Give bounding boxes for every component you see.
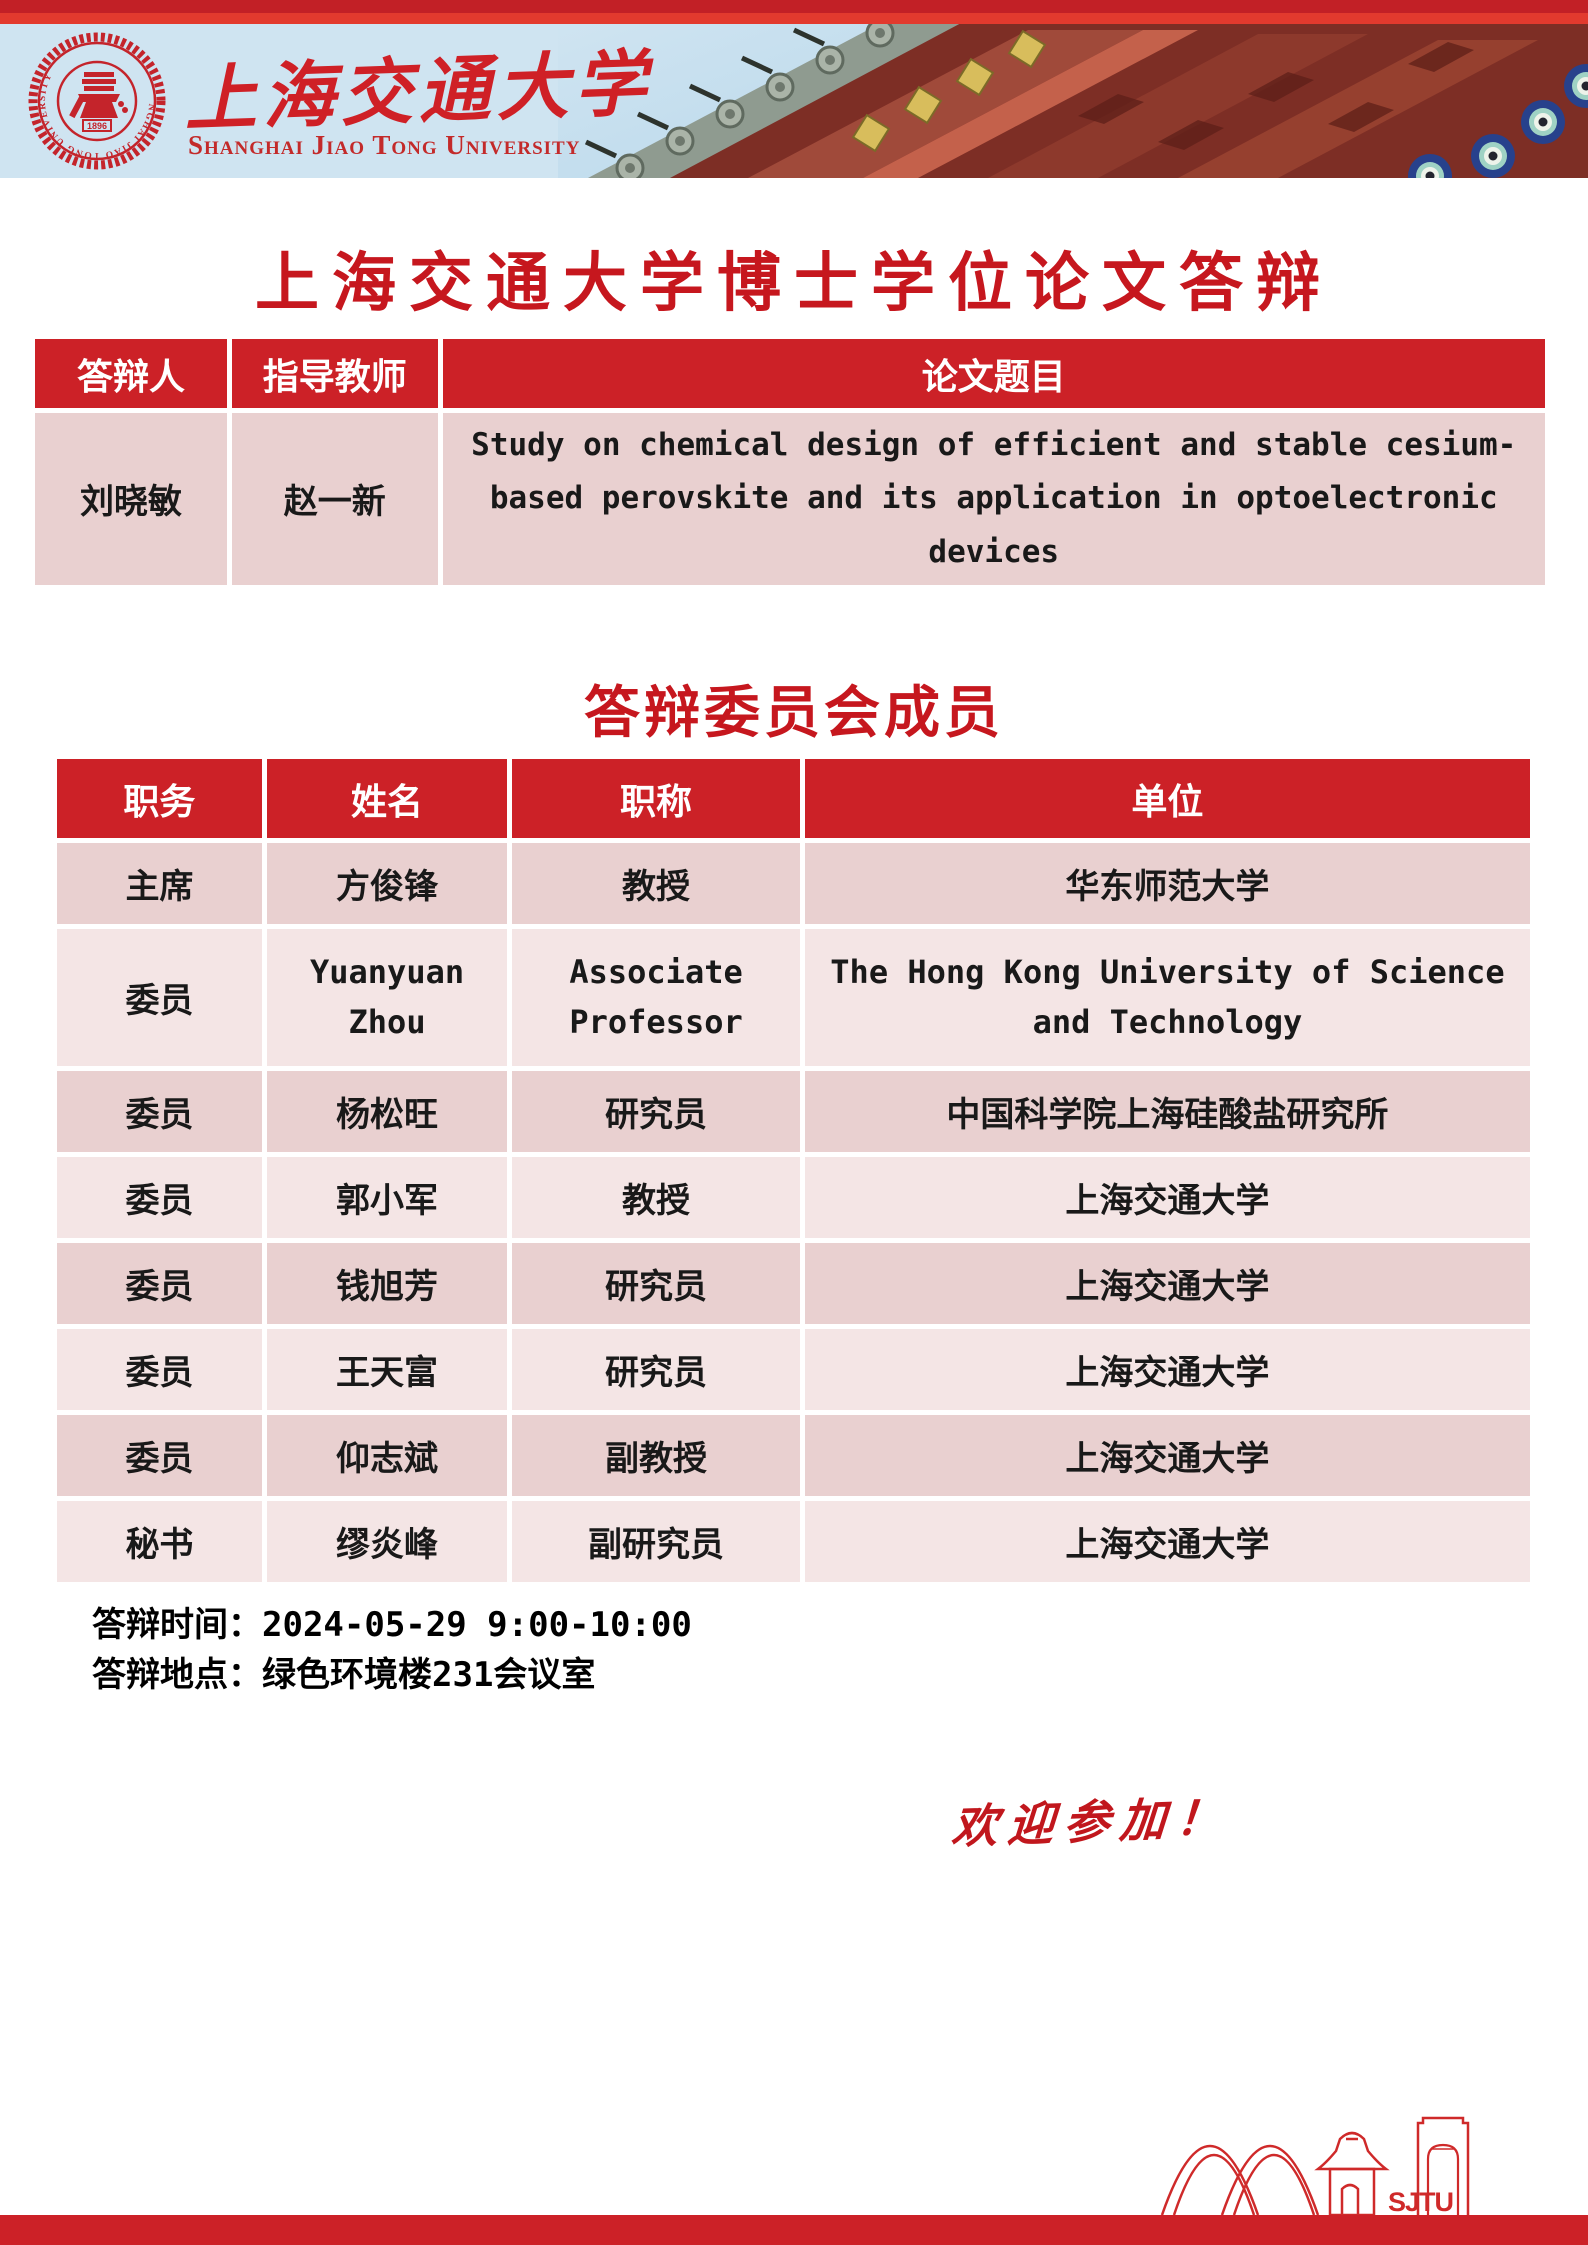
defense-info-block: 答辩时间：2024-05-29 9:00-10:00 答辩地点：绿色环境楼231…: [92, 1600, 692, 1700]
committee-row: 委员 杨松旺 研究员 中国科学院上海硅酸盐研究所: [52, 1066, 1536, 1157]
defense-info-table: 答辩人 指导教师 论文题目 刘晓敏 赵一新 Study on chemical …: [30, 334, 1551, 590]
member-role: 委员: [52, 1324, 267, 1415]
member-title: 教授: [507, 1152, 805, 1243]
member-affiliation: 华东师范大学: [799, 838, 1536, 929]
member-name: 缪炎峰: [261, 1496, 513, 1587]
committee-header-row: 职务 姓名 职称 单位: [52, 754, 1536, 843]
member-title: Associate Professor: [507, 924, 805, 1071]
university-name-zh: 上海交通大学: [182, 40, 654, 142]
advisor-name: 赵一新: [226, 408, 443, 590]
header-title: 职称: [507, 754, 805, 843]
member-affiliation: 上海交通大学: [799, 1496, 1536, 1587]
header-advisor: 指导教师: [226, 334, 443, 413]
member-affiliation: 上海交通大学: [799, 1238, 1536, 1329]
member-affiliation: 上海交通大学: [799, 1152, 1536, 1243]
member-name: 方俊锋: [261, 838, 513, 929]
committee-row: 委员 王天富 研究员 上海交通大学: [52, 1324, 1536, 1415]
member-title: 研究员: [507, 1324, 805, 1415]
defense-location-label: 答辩地点：: [92, 1656, 262, 1694]
university-name-en: Shanghai Jiao Tong University: [188, 130, 581, 160]
header-affiliation: 单位: [799, 754, 1536, 843]
member-role: 委员: [52, 924, 267, 1071]
sjtu-logo-seal: 1896 SHANGHAI JIAO TONG UNIVERSITY: [22, 24, 168, 172]
member-title: 副研究员: [507, 1496, 805, 1587]
member-affiliation: The Hong Kong University of Science and …: [799, 924, 1536, 1071]
seal-year: 1896: [87, 121, 107, 131]
committee-row: 委员 钱旭芳 研究员 上海交通大学: [52, 1238, 1536, 1329]
member-name: 钱旭芳: [261, 1238, 513, 1329]
member-name: 杨松旺: [261, 1066, 513, 1157]
bottom-accent-bar: [0, 2215, 1588, 2245]
header-thesis-title: 论文题目: [437, 334, 1551, 413]
member-title: 副教授: [507, 1410, 805, 1501]
header-defender: 答辩人: [30, 334, 232, 413]
campus-skyline-art: SJTU: [1160, 2116, 1470, 2217]
member-role: 委员: [52, 1152, 267, 1243]
header-name: 姓名: [261, 754, 513, 843]
committee-row: 秘书 缪炎峰 副研究员 上海交通大学: [52, 1496, 1536, 1587]
member-role: 委员: [52, 1238, 267, 1329]
sjtu-seal-art: 1896 SHANGHAI JIAO TONG UNIVERSITY: [22, 24, 166, 170]
header-banner: 1896 SHANGHAI JIAO TONG UNIVERSITY 上海交通大…: [0, 24, 1588, 178]
member-role: 秘书: [52, 1496, 267, 1587]
temple-roof-photo: [558, 24, 1588, 178]
member-name: 王天富: [261, 1324, 513, 1415]
committee-row: 委员 Yuanyuan Zhou Associate Professor The…: [52, 924, 1536, 1071]
member-affiliation: 上海交通大学: [799, 1324, 1536, 1415]
member-title: 教授: [507, 838, 805, 929]
page-title: 上海交通大学博士学位论文答辩: [255, 247, 1333, 319]
defense-table-header-row: 答辩人 指导教师 论文题目: [30, 334, 1551, 413]
member-name: 仰志斌: [261, 1410, 513, 1501]
thesis-title: Study on chemical design of efficient an…: [437, 408, 1551, 590]
anvil-emblem: [69, 72, 128, 119]
member-role: 委员: [52, 1410, 267, 1501]
member-affiliation: 上海交通大学: [799, 1410, 1536, 1501]
committee-row: 委员 郭小军 教授 上海交通大学: [52, 1152, 1536, 1243]
committee-title: 答辩委员会成员: [584, 681, 1004, 744]
committee-row: 主席 方俊锋 教授 华东师范大学: [52, 838, 1536, 929]
member-title: 研究员: [507, 1238, 805, 1329]
defense-time-value: 2024-05-29 9:00-10:00: [262, 1605, 692, 1645]
welcome-note: 欢迎参加！: [949, 1790, 1234, 1854]
defense-time-label: 答辩时间：: [92, 1606, 262, 1644]
member-name: Yuanyuan Zhou: [261, 924, 513, 1071]
member-title: 研究员: [507, 1066, 805, 1157]
sketch-sjtu-label: SJTU: [1388, 2187, 1453, 2215]
defense-time-line: 答辩时间：2024-05-29 9:00-10:00: [92, 1600, 692, 1650]
member-name: 郭小军: [261, 1152, 513, 1243]
defense-location-line: 答辩地点：绿色环境楼231会议室: [92, 1650, 692, 1700]
defense-location-value: 绿色环境楼231会议室: [262, 1655, 596, 1695]
top-accent-bar: [0, 0, 1588, 24]
committee-table: 职务 姓名 职称 单位 主席 方俊锋 教授 华东师范大学 委员 Yuanyuan…: [52, 754, 1536, 1587]
header-role: 职务: [52, 754, 267, 843]
defense-table-row: 刘晓敏 赵一新 Study on chemical design of effi…: [30, 408, 1551, 590]
defender-name: 刘晓敏: [30, 408, 232, 590]
campus-skyline-sketch: SJTU: [1160, 2087, 1480, 2217]
member-affiliation: 中国科学院上海硅酸盐研究所: [799, 1066, 1536, 1157]
temple-roof-photo-art: [558, 24, 1588, 178]
member-role: 委员: [52, 1066, 267, 1157]
member-role: 主席: [52, 838, 267, 929]
committee-row: 委员 仰志斌 副教授 上海交通大学: [52, 1410, 1536, 1501]
